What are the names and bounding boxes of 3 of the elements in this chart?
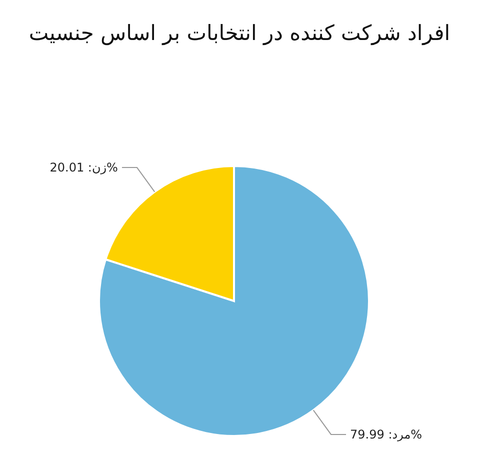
chart-title: افراد شرکت کننده در انتخابات بر اساس جنسیت (28, 20, 452, 48)
data-label: %مرد: 79.99 (350, 427, 422, 442)
data-label: %زن: 20.01 (50, 160, 118, 175)
